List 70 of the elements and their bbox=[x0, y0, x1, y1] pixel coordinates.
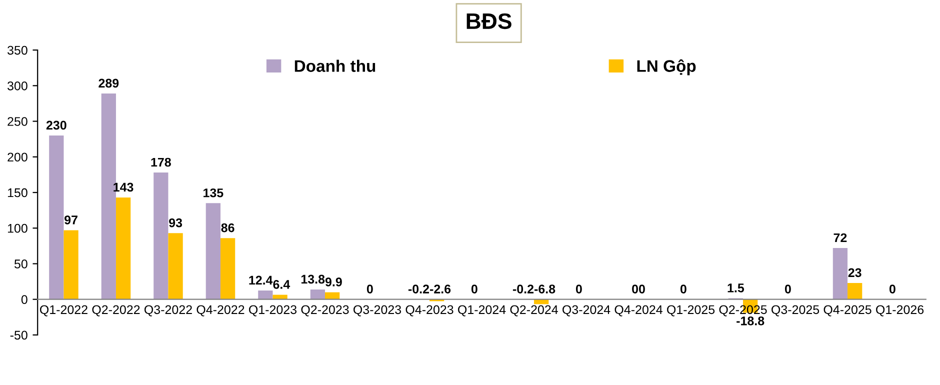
data-label: -6.8 bbox=[534, 284, 556, 294]
x-tick-label: Q1-2023 bbox=[249, 305, 297, 316]
x-tick-label: Q1-2026 bbox=[876, 305, 924, 316]
chart-title: BĐS bbox=[466, 13, 512, 30]
x-tick-label: Q1-2025 bbox=[667, 305, 715, 316]
bar bbox=[220, 238, 236, 300]
x-tick-label: Q4-2024 bbox=[614, 305, 662, 316]
bar bbox=[64, 230, 78, 300]
y-tick-label: 150 bbox=[8, 188, 28, 198]
data-label: -2.6 bbox=[430, 284, 451, 294]
bar bbox=[49, 136, 64, 300]
x-tick-label: Q3-2022 bbox=[144, 305, 192, 316]
x-tick-label: Q2-2025 bbox=[719, 305, 767, 316]
data-label: -0.2 bbox=[408, 284, 429, 294]
bar bbox=[272, 294, 288, 300]
bar bbox=[168, 233, 183, 300]
data-label: 0 bbox=[366, 284, 373, 294]
data-label: 0 bbox=[639, 284, 645, 294]
data-label: -18.8 bbox=[736, 316, 764, 326]
bar bbox=[832, 248, 848, 300]
legend-label: Doanh thu bbox=[294, 60, 376, 72]
data-label: 93 bbox=[169, 218, 182, 228]
x-tick-label: Q1-2022 bbox=[40, 305, 88, 316]
y-tick-label: -50 bbox=[10, 330, 28, 340]
x-tick-label: Q2-2023 bbox=[301, 305, 349, 316]
x-tick-label: Q4-2023 bbox=[406, 305, 454, 316]
bar bbox=[258, 290, 273, 300]
data-label: 6.4 bbox=[273, 280, 290, 289]
data-label: 0 bbox=[576, 284, 582, 294]
data-label: 143 bbox=[114, 182, 134, 192]
data-label: 0 bbox=[889, 284, 896, 294]
x-tick-label: Q1-2024 bbox=[458, 305, 506, 316]
bar bbox=[848, 282, 862, 300]
x-tick-label: Q3-2023 bbox=[354, 305, 402, 316]
bar bbox=[116, 197, 131, 300]
y-tick-label: 50 bbox=[14, 260, 28, 268]
x-tick-label: Q4-2022 bbox=[196, 305, 244, 316]
data-label: 97 bbox=[64, 216, 78, 224]
data-label: 23 bbox=[848, 268, 862, 278]
data-label: 178 bbox=[151, 158, 171, 167]
x-tick-label: Q4-2025 bbox=[824, 305, 872, 316]
data-label: 72 bbox=[834, 233, 847, 242]
bar bbox=[324, 292, 340, 300]
data-label: 135 bbox=[204, 188, 224, 198]
y-tick-label: 250 bbox=[8, 117, 28, 126]
data-label: -0.2 bbox=[512, 284, 534, 294]
data-label: 1.5 bbox=[728, 284, 744, 292]
y-tick-label: 0 bbox=[21, 295, 28, 304]
data-label: 9.9 bbox=[325, 278, 342, 286]
y-tick-label: 350 bbox=[8, 46, 28, 55]
data-label: 230 bbox=[46, 120, 66, 130]
x-tick-label: Q3-2025 bbox=[772, 305, 820, 316]
y-tick-label: 100 bbox=[8, 224, 28, 233]
data-label: 0 bbox=[680, 284, 686, 294]
x-tick-label: Q2-2022 bbox=[92, 305, 140, 316]
x-tick-label: Q2-2024 bbox=[510, 305, 558, 316]
legend-label: LN Gộp bbox=[637, 59, 696, 76]
y-tick-label: 200 bbox=[8, 152, 28, 162]
y-tick-label: 300 bbox=[8, 81, 28, 90]
data-label: 12.4 bbox=[249, 276, 273, 284]
data-label: 0 bbox=[784, 284, 791, 294]
x-tick-label: Q3-2024 bbox=[562, 305, 610, 316]
bar bbox=[310, 290, 325, 300]
data-label: 86 bbox=[221, 223, 234, 232]
data-label: 289 bbox=[98, 78, 119, 88]
bar bbox=[154, 172, 168, 300]
bar bbox=[206, 203, 220, 300]
data-label: 0 bbox=[471, 284, 478, 294]
data-label: 0 bbox=[632, 284, 638, 294]
data-label: 13.8 bbox=[301, 274, 325, 284]
